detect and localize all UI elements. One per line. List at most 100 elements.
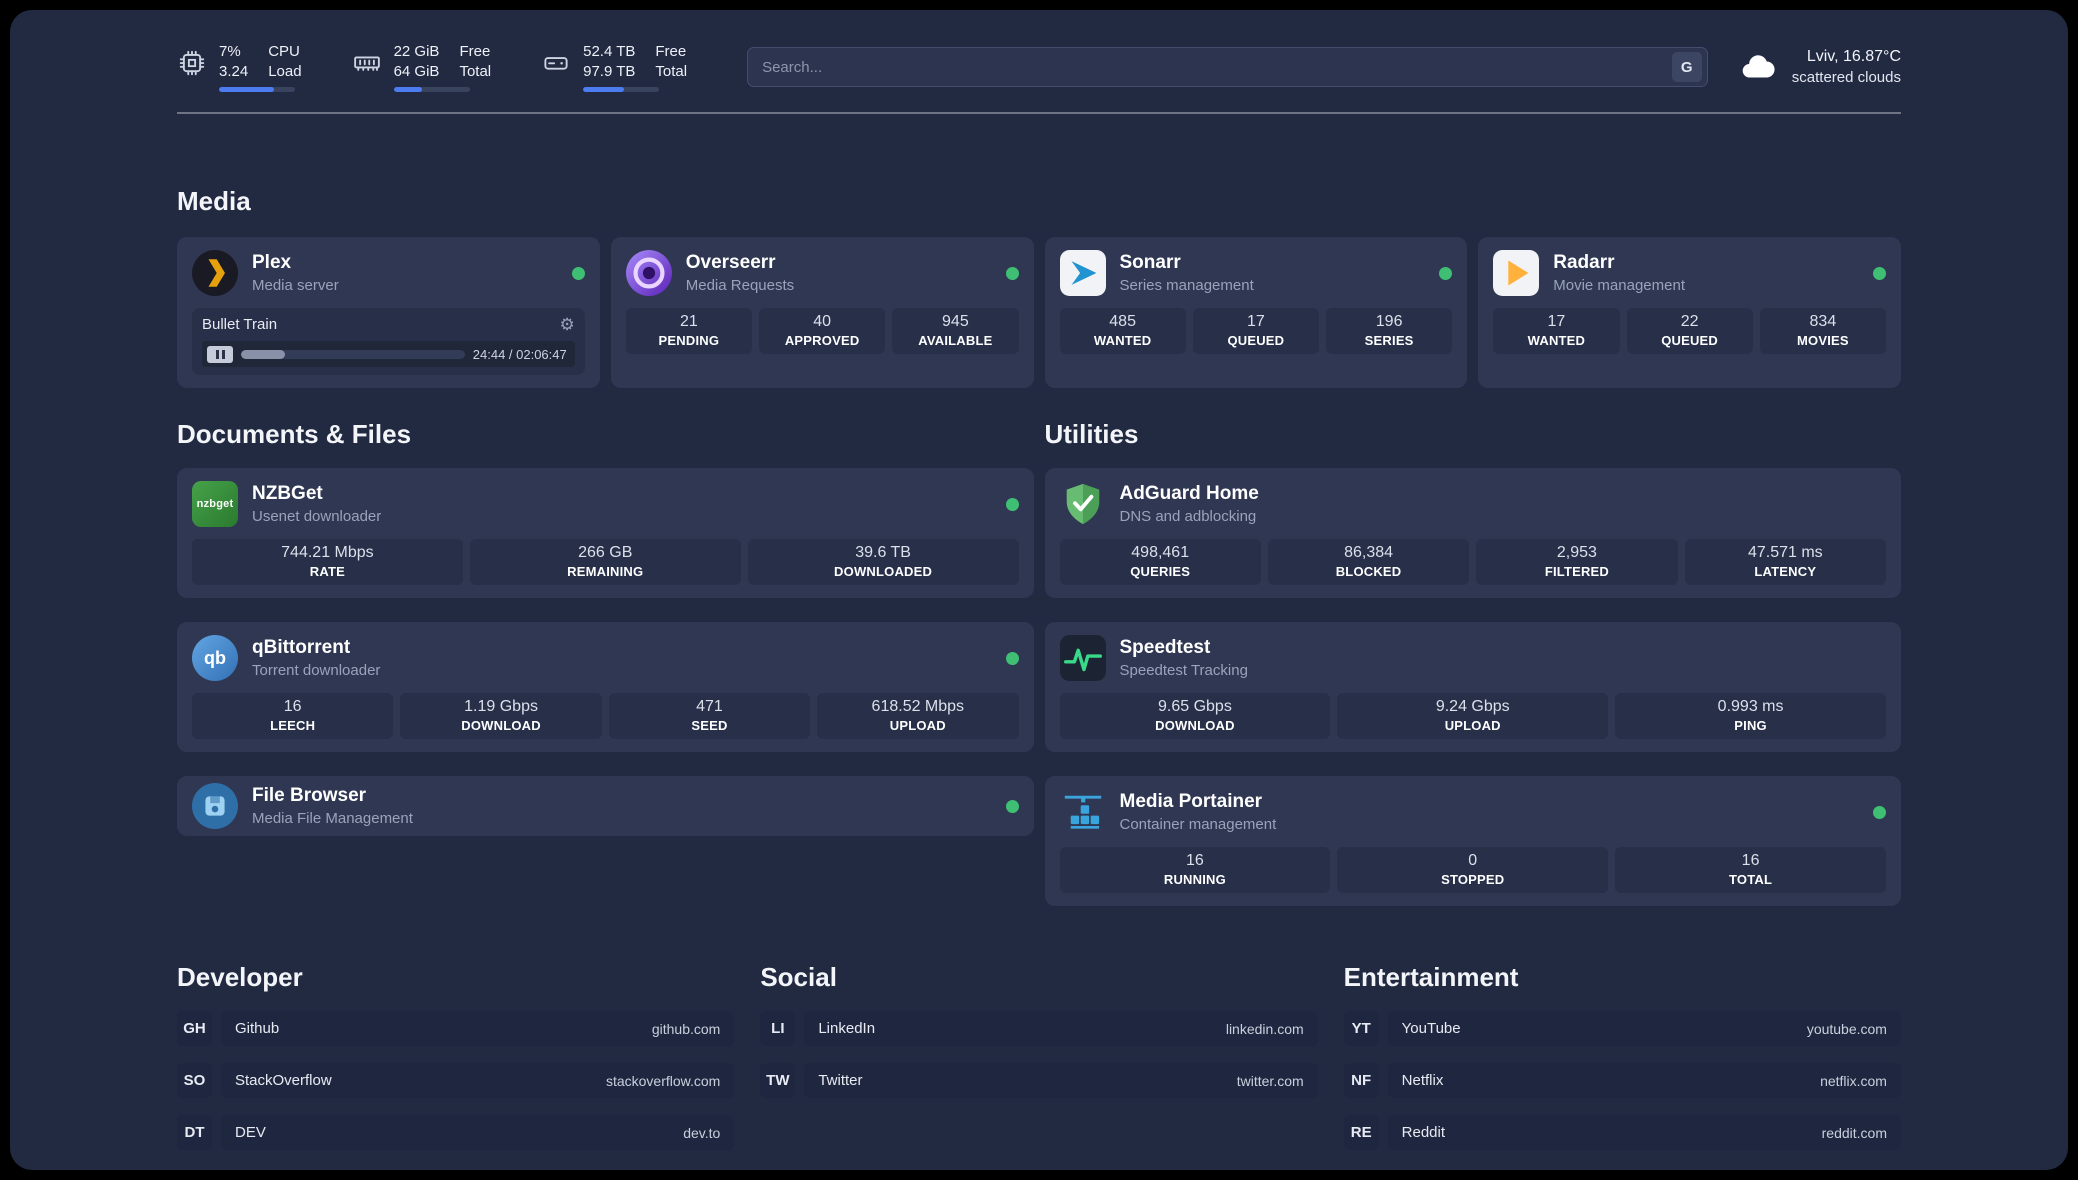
stat-value: 618.52 Mbps: [871, 698, 965, 715]
bookmark-abbr-badge: LI: [760, 1011, 796, 1046]
app-title: Media Portainer: [1119, 791, 1263, 812]
stat-box: 498,461 QUERIES: [1059, 539, 1261, 585]
stat-label: UPLOAD: [889, 718, 946, 733]
seek-bar[interactable]: [241, 349, 465, 359]
stat-box: 266 GB REMAINING: [469, 539, 741, 585]
bookmark-link[interactable]: Twitter twitter.com: [804, 1063, 1318, 1098]
app-subtitle: Media File Management: [252, 810, 413, 827]
app-subtitle: Movie management: [1553, 277, 1685, 294]
stat-box: 0 STOPPED: [1337, 847, 1609, 893]
section-heading-developer: Developer: [177, 962, 303, 992]
bookmark-url: github.com: [651, 1020, 721, 1037]
stat-value: 9.65 Gbps: [1158, 698, 1232, 715]
app-title: qBittorrent: [252, 637, 351, 658]
app-card-sonarr[interactable]: Sonarr Series management 485 WANTED: [1044, 237, 1468, 388]
stat-value: 86,384: [1344, 544, 1394, 561]
stat-label: PENDING: [658, 333, 720, 348]
app-card-speedtest[interactable]: Speedtest Speedtest Tracking 9.65 Gbps D…: [1044, 622, 1901, 752]
app-card-adguard[interactable]: AdGuard Home DNS and adblocking 498,461 …: [1044, 468, 1901, 598]
bookmark-abbr-badge: GH: [177, 1011, 212, 1046]
stat-value: 0.993 ms: [1717, 698, 1784, 715]
stat-box: 40 APPROVED: [759, 308, 886, 354]
stat-box: 834 MOVIES: [1759, 308, 1886, 354]
stat-box: 744.21 Mbps RATE: [192, 539, 463, 585]
stat-value: 2,953: [1556, 544, 1597, 561]
plex-now-playing: Bullet Train ⚙ 24:44 / 02:06:47: [192, 308, 585, 375]
stat-box: 17 WANTED: [1493, 308, 1620, 354]
stats-grid: 16 LEECH 1.19 Gbps DOWNLOAD 471 SE: [192, 693, 1019, 739]
pause-button[interactable]: [207, 345, 233, 363]
app-card-radarr[interactable]: Radarr Movie management 17 WANTED: [1478, 237, 1901, 388]
app-card-portainer[interactable]: Media Portainer Container management 16 …: [1044, 776, 1901, 906]
stat-value: 16: [1186, 852, 1204, 869]
bookmark-row: NF Netflix netflix.com: [1343, 1063, 1901, 1098]
bookmark-url: netflix.com: [1820, 1072, 1887, 1089]
app-subtitle: Torrent downloader: [252, 662, 381, 679]
stat-value: 945: [942, 313, 969, 330]
qbittorrent-icon: qb: [192, 635, 238, 681]
filebrowser-icon: [192, 783, 238, 829]
app-title: Speedtest: [1119, 637, 1211, 658]
bookmark-link[interactable]: YouTube youtube.com: [1387, 1011, 1901, 1046]
stat-value: 0: [1468, 852, 1478, 869]
search-engine-button[interactable]: G: [1671, 52, 1702, 82]
bookmark-abbr-badge: YT: [1343, 1011, 1379, 1046]
stat-value: 16: [1741, 852, 1760, 869]
stat-value: 744.21 Mbps: [281, 544, 374, 561]
bookmark-link[interactable]: DEV dev.to: [221, 1115, 735, 1150]
stat-box: 485 WANTED: [1059, 308, 1186, 354]
search-bar: G: [747, 47, 1708, 87]
bookmark-link[interactable]: Reddit reddit.com: [1387, 1115, 1901, 1150]
stats-grid: 16 RUNNING 0 STOPPED 16 TOTAL: [1059, 847, 1886, 893]
bookmark-link[interactable]: StackOverflow stackoverflow.com: [221, 1063, 735, 1098]
app-subtitle: Usenet downloader: [252, 508, 382, 525]
app-subtitle: Speedtest Tracking: [1119, 662, 1248, 679]
bookmark-link[interactable]: LinkedIn linkedin.com: [804, 1011, 1318, 1046]
stat-box: 618.52 Mbps UPLOAD: [817, 693, 1019, 739]
stat-label: FILTERED: [1544, 564, 1610, 579]
app-title: AdGuard Home: [1119, 483, 1259, 504]
app-subtitle: DNS and adblocking: [1119, 508, 1257, 525]
section-heading-social: Social: [760, 962, 837, 992]
stat-label: DOWNLOADED: [834, 564, 933, 579]
app-subtitle: Media server: [252, 277, 339, 294]
stat-label: SEED: [691, 718, 728, 733]
bookmark-url: twitter.com: [1236, 1072, 1304, 1089]
stat-value: 834: [1809, 313, 1837, 330]
storage-labels: Free Total: [655, 43, 688, 80]
app-card-qbittorrent[interactable]: qb qBittorrent Torrent downloader 16 LEE: [177, 622, 1034, 752]
settings-gear-icon[interactable]: ⚙: [559, 315, 575, 334]
cpu-labels: CPU Load: [268, 43, 302, 80]
weather-widget: Lviv, 16.87°C scattered clouds: [1736, 46, 1901, 88]
stat-box: 2,953 FILTERED: [1476, 539, 1678, 585]
bookmark-link[interactable]: Github github.com: [221, 1011, 735, 1046]
stat-label: MOVIES: [1796, 333, 1849, 348]
sonarr-icon: [1059, 250, 1106, 296]
ram-icon: [353, 56, 380, 71]
memory-usage-bar: [393, 87, 470, 92]
stat-label: STOPPED: [1441, 872, 1505, 887]
radarr-icon: [1493, 250, 1540, 296]
bookmark-link[interactable]: Netflix netflix.com: [1387, 1063, 1901, 1098]
stat-label: RUNNING: [1163, 872, 1226, 887]
stat-label: QUERIES: [1130, 564, 1191, 579]
stat-label: APPROVED: [784, 333, 860, 348]
stat-box: 17 QUEUED: [1192, 308, 1319, 354]
bookmark-abbr-badge: RE: [1343, 1115, 1379, 1150]
app-card-overseerr[interactable]: Overseerr Media Requests 21 PENDING: [610, 237, 1034, 388]
stat-value: 21: [679, 313, 698, 330]
search-input[interactable]: [762, 58, 1672, 76]
stats-grid: 21 PENDING 40 APPROVED 945 AVAILAB: [625, 308, 1019, 354]
bookmark-name: Github: [235, 1020, 280, 1037]
stat-value: 266 GB: [578, 544, 633, 561]
app-card-plex[interactable]: Plex Media server Bullet Train ⚙: [177, 237, 600, 388]
app-card-nzbget[interactable]: nzbget NZBGet Usenet downloader 744.21 M…: [177, 468, 1034, 598]
stats-grid: 17 WANTED 22 QUEUED 834 MOVIES: [1493, 308, 1886, 354]
app-card-filebrowser[interactable]: File Browser Media File Management: [177, 776, 1034, 836]
bookmark-row: DT DEV dev.to: [177, 1115, 735, 1150]
stat-box: 471 SEED: [608, 693, 811, 739]
stat-value: 9.24 Gbps: [1435, 698, 1510, 715]
disk-icon: [544, 57, 568, 70]
stat-box: 0.993 ms PING: [1615, 693, 1886, 739]
status-online-dot: [1005, 651, 1019, 665]
